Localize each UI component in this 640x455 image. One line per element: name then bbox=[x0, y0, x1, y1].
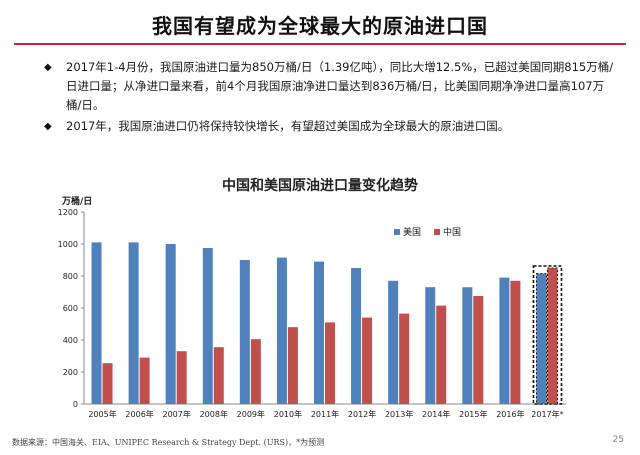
bar-china bbox=[325, 322, 335, 404]
bar-china bbox=[287, 327, 298, 404]
bar-usa bbox=[91, 242, 102, 404]
x-tick-label: 2013年 bbox=[385, 409, 413, 419]
bar-china bbox=[176, 351, 187, 404]
x-tick-label: 2014年 bbox=[422, 409, 450, 419]
bar-usa bbox=[276, 257, 287, 404]
y-tick-label: 400 bbox=[63, 336, 78, 345]
title-divider bbox=[14, 43, 626, 45]
x-tick-label: 2012年 bbox=[348, 409, 376, 419]
bar-china bbox=[250, 339, 261, 404]
bar-usa bbox=[388, 280, 399, 404]
y-tick-label: 0 bbox=[73, 400, 78, 409]
bullet-text-1: 2017年1-4月份，我国原油进口量为850万桶/日（1.39亿吨），同比大增1… bbox=[66, 60, 614, 112]
bar-china bbox=[139, 357, 150, 404]
bar-usa bbox=[202, 248, 213, 404]
legend-label: 中国 bbox=[443, 226, 461, 238]
bar-china bbox=[510, 280, 521, 404]
bar-usa bbox=[351, 268, 362, 404]
slide-title: 我国有望成为全球最大的原油进口国 bbox=[152, 14, 488, 38]
bar-china bbox=[473, 296, 484, 404]
diamond-bullet-icon: ◆ bbox=[44, 62, 52, 73]
y-tick-label: 600 bbox=[63, 304, 78, 313]
bar-usa bbox=[165, 244, 176, 404]
y-tick-label: 800 bbox=[63, 272, 78, 281]
bar-usa bbox=[128, 242, 139, 404]
bar-usa bbox=[462, 287, 473, 404]
x-tick-label: 2016年 bbox=[496, 409, 524, 419]
bullet-list: ◆ 2017年1-4月份，我国原油进口量为850万桶/日（1.39亿吨），同比大… bbox=[44, 58, 619, 138]
bar-china bbox=[546, 267, 558, 405]
bar-usa bbox=[535, 273, 547, 405]
x-tick-label: 2005年 bbox=[88, 409, 116, 419]
y-tick-label: 1000 bbox=[58, 240, 78, 249]
bar-usa bbox=[314, 261, 324, 404]
x-tick-label: 2006年 bbox=[125, 409, 153, 419]
x-tick-label: 2010年 bbox=[274, 409, 302, 419]
x-tick-label: 2009年 bbox=[237, 409, 265, 419]
x-tick-label: 2007年 bbox=[163, 409, 191, 419]
source-note: 数据来源：中国海关、EIA、UNIPEC Research & Strategy… bbox=[12, 438, 325, 447]
x-tick-label: 2015年 bbox=[459, 409, 487, 419]
x-tick-label: 2008年 bbox=[200, 409, 228, 419]
bar-china bbox=[399, 313, 410, 404]
bullet-item-1: ◆ 2017年1-4月份，我国原油进口量为850万桶/日（1.39亿吨），同比大… bbox=[44, 58, 619, 115]
diamond-bullet-icon: ◆ bbox=[44, 121, 52, 132]
bar-china bbox=[102, 363, 113, 404]
bar-usa bbox=[499, 277, 510, 404]
bar-usa bbox=[239, 260, 250, 404]
bar-china bbox=[436, 305, 447, 404]
legend-swatch bbox=[434, 229, 440, 235]
legend-label: 美国 bbox=[403, 226, 421, 238]
bar-china bbox=[362, 317, 373, 404]
bullet-item-2: ◆ 2017年，我国原油进口仍将保持较快增长，有望超过美国成为全球最大的原油进口… bbox=[44, 117, 619, 136]
x-tick-label: 2011年 bbox=[311, 409, 339, 419]
bar-usa bbox=[425, 287, 436, 404]
bullet-text-2: 2017年，我国原油进口仍将保持较快增长，有望超过美国成为全球最大的原油进口国。 bbox=[66, 119, 510, 133]
bar-china bbox=[213, 347, 224, 404]
legend-swatch bbox=[394, 229, 400, 235]
y-tick-label: 200 bbox=[63, 368, 78, 377]
y-axis-label: 万桶/日 bbox=[62, 197, 93, 207]
x-tick-label: 2017年* bbox=[531, 409, 563, 419]
page-number: 25 bbox=[612, 435, 624, 445]
chart-title: 中国和美国原油进口量变化趋势 bbox=[222, 178, 418, 194]
y-tick-label: 1200 bbox=[58, 208, 78, 217]
